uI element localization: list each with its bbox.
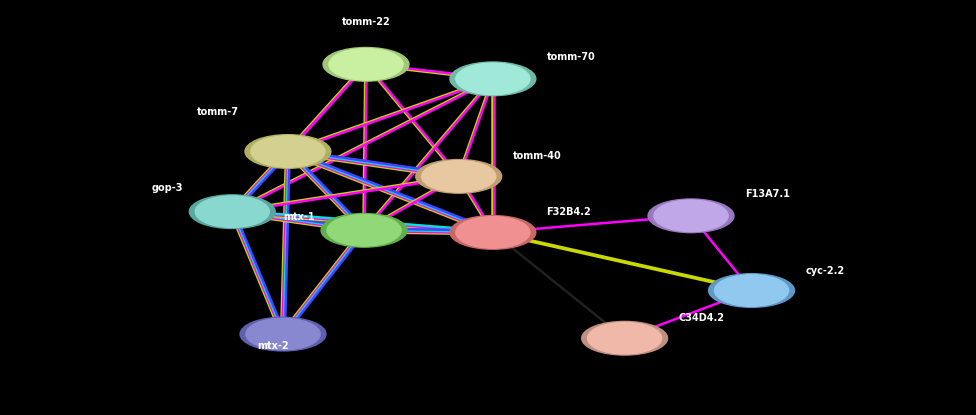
Text: F32B4.2: F32B4.2: [547, 208, 591, 217]
Text: mtx-2: mtx-2: [258, 341, 289, 351]
Ellipse shape: [251, 136, 325, 167]
Ellipse shape: [654, 200, 728, 232]
Ellipse shape: [329, 49, 403, 80]
Ellipse shape: [582, 321, 668, 355]
Ellipse shape: [416, 159, 502, 193]
Text: tomm-22: tomm-22: [342, 17, 390, 27]
Ellipse shape: [245, 134, 331, 168]
Ellipse shape: [709, 273, 794, 308]
Ellipse shape: [456, 217, 530, 248]
Text: tomm-7: tomm-7: [197, 107, 239, 117]
Ellipse shape: [327, 215, 401, 246]
Ellipse shape: [456, 63, 530, 95]
Text: cyc-2.2: cyc-2.2: [805, 266, 844, 276]
Ellipse shape: [240, 317, 326, 351]
Text: gop-3: gop-3: [152, 183, 183, 193]
Ellipse shape: [323, 47, 409, 81]
Ellipse shape: [189, 195, 275, 229]
Ellipse shape: [422, 161, 496, 192]
Ellipse shape: [195, 196, 269, 227]
Ellipse shape: [321, 213, 407, 247]
Text: tomm-70: tomm-70: [547, 52, 595, 62]
Ellipse shape: [450, 62, 536, 96]
Text: tomm-40: tomm-40: [512, 151, 561, 161]
Ellipse shape: [588, 322, 662, 354]
Ellipse shape: [246, 318, 320, 350]
Text: C34D4.2: C34D4.2: [678, 313, 724, 323]
Ellipse shape: [450, 215, 536, 249]
Ellipse shape: [714, 275, 789, 306]
Text: F13A7.1: F13A7.1: [745, 189, 790, 199]
Text: mtx-1: mtx-1: [284, 212, 315, 222]
Ellipse shape: [648, 199, 734, 233]
